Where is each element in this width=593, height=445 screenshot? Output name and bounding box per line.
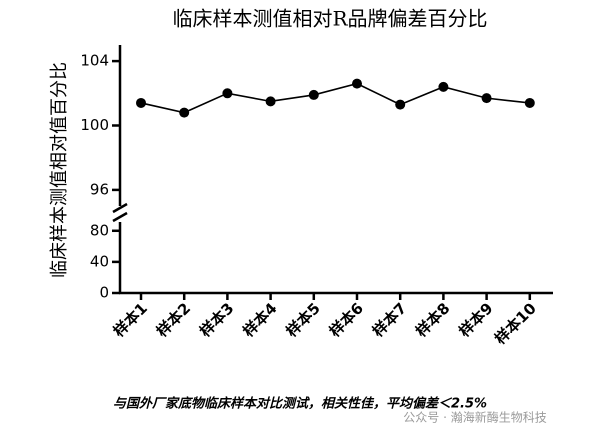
caption: 与国外厂家底物临床样本对比测试，相关性佳，平均偏差＜2.5% [113, 396, 487, 412]
x-tick-label: 样本6 [326, 299, 367, 340]
y-axis-label: 临床样本测值相对值百分比 [49, 62, 70, 278]
x-tick-label: 样本7 [369, 299, 410, 340]
watermark: 公众号 · 瀚海新酶生物科技 [403, 410, 546, 425]
data-point [352, 78, 362, 89]
data-point [308, 89, 319, 100]
axis-break [112, 202, 128, 214]
data-point [136, 97, 146, 108]
data-point [395, 99, 406, 110]
data-point [481, 93, 492, 104]
axis-break [112, 211, 128, 223]
data-point [179, 107, 190, 118]
y-tick-label: 100 [80, 116, 109, 134]
x-tick-label: 样本1 [110, 299, 151, 340]
x-tick-label: 样本8 [412, 299, 453, 340]
y-tick-label: 104 [80, 52, 109, 70]
chart-title: 临床样本测值相对R品牌偏差百分比 [172, 7, 487, 31]
data-point [222, 88, 233, 99]
x-tick-label: 样本4 [239, 299, 280, 340]
series-line [140, 82, 530, 114]
data-point [524, 97, 535, 108]
x-tick-label: 样本3 [196, 299, 237, 340]
y-tick-label: 96 [90, 180, 109, 198]
data-point [265, 96, 276, 107]
x-tick-label: 样本5 [282, 299, 323, 340]
y-tick-label: 40 [90, 252, 109, 270]
y-tick-label: 80 [90, 221, 109, 239]
x-tick-label: 样本10 [491, 299, 540, 348]
data-point [438, 81, 449, 92]
x-tick-label: 样本9 [455, 299, 496, 340]
y-tick-label: 0 [99, 284, 109, 302]
x-tick-label: 样本2 [153, 299, 194, 340]
